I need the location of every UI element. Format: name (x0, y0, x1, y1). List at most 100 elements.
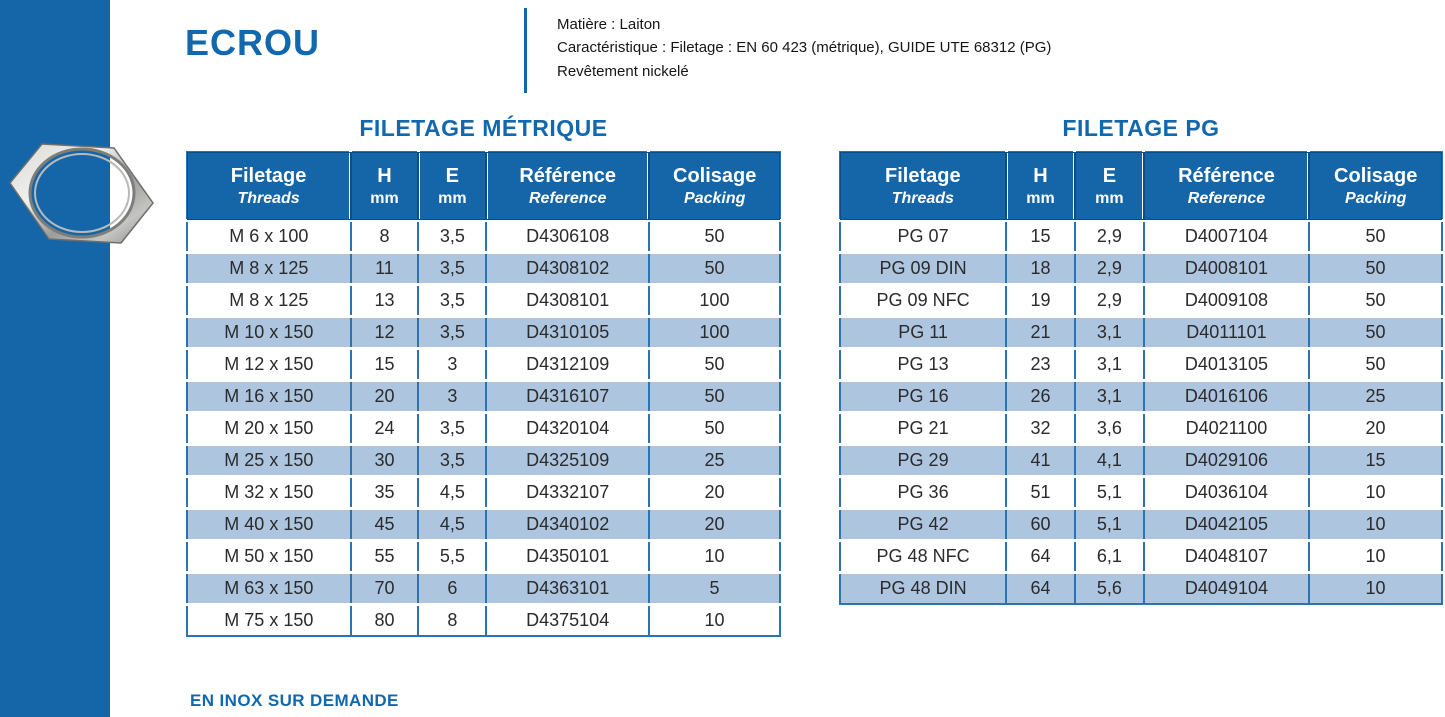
info-material: Matière : Laiton (557, 16, 661, 33)
table-cell: M 8 x 125 (186, 282, 352, 316)
table-cell: 11 (349, 250, 420, 284)
table-cell: PG 11 (838, 314, 1008, 348)
table-cell: 50 (1307, 250, 1444, 284)
table-cell: 64 (1005, 538, 1076, 572)
table-row: M 63 x 150 70 6 D4363101 5 (186, 570, 782, 604)
table-row: M 25 x 150 30 3,5 D4325109 25 (186, 442, 782, 476)
page-title: ECROU (185, 22, 321, 63)
table-cell: 3,5 (417, 410, 488, 444)
table-cell: D4325109 (485, 442, 650, 476)
table-cell: 13 (349, 282, 420, 316)
table-row: M 20 x 150 24 3,5 D4320104 50 (186, 410, 782, 444)
table-row: M 75 x 150 80 8 D4375104 10 (186, 602, 782, 636)
table-cell: 19 (1005, 282, 1076, 316)
table-row: M 40 x 150 45 4,5 D4340102 20 (186, 506, 782, 540)
table-cell: D4310105 (485, 314, 650, 348)
col-header-e: E mm (1073, 152, 1144, 222)
table-cell: 45 (349, 506, 420, 540)
table-cell: 50 (647, 378, 782, 412)
table-cell: 35 (349, 474, 420, 508)
pg-table: Filetage Threads H mm E mm Référence Ref… (838, 151, 1444, 605)
table-cell: 15 (349, 346, 420, 380)
table-cell: 15 (1307, 442, 1444, 476)
table-cell: D4007104 (1142, 218, 1310, 252)
col-header-colisage: Colisage Packing (1307, 152, 1442, 222)
table-cell: PG 29 (838, 442, 1008, 476)
table-cell: 50 (647, 218, 782, 252)
table-cell: 10 (1307, 538, 1444, 572)
table-cell: D4306108 (485, 218, 650, 252)
metric-table-header: Filetage Threads H mm E mm Référence Ref… (187, 152, 780, 222)
table-cell: D4308101 (485, 282, 650, 316)
pg-table-title: FILETAGE PG (1062, 115, 1220, 141)
table-cell: 10 (1307, 570, 1444, 604)
table-row: M 6 x 100 8 3,5 D4306108 50 (186, 218, 782, 252)
table-cell: 55 (349, 538, 420, 572)
table-cell: D4008101 (1142, 250, 1310, 284)
table-cell: 3 (417, 378, 488, 412)
product-info: Matière : Laiton Caractéristique : Filet… (557, 13, 1051, 83)
table-cell: D4375104 (485, 602, 650, 636)
table-cell: 5,5 (417, 538, 488, 572)
table-row: M 50 x 150 55 5,5 D4350101 10 (186, 538, 782, 572)
table-cell: D4340102 (485, 506, 650, 540)
table-row: M 12 x 150 15 3 D4312109 50 (186, 346, 782, 380)
table-cell: 100 (647, 314, 782, 348)
table-cell: 20 (1307, 410, 1444, 444)
table-cell: 50 (647, 250, 782, 284)
col-header-h: H mm (1004, 152, 1075, 222)
table-cell: 50 (647, 410, 782, 444)
table-cell: 8 (349, 218, 420, 252)
table-cell: 6,1 (1073, 538, 1145, 572)
table-cell: 20 (349, 378, 420, 412)
table-row: PG 48 DIN 64 5,6 D4049104 10 (838, 570, 1444, 604)
col-header-filetage: Filetage Threads (187, 152, 351, 222)
table-row: PG 29 41 4,1 D4029106 15 (838, 442, 1444, 476)
table-cell: 25 (1307, 378, 1444, 412)
col-header-reference: Référence Reference (484, 152, 649, 222)
table-cell: 10 (1307, 506, 1444, 540)
stainless-on-request-note: EN INOX SUR DEMANDE (190, 691, 399, 710)
table-row: PG 13 23 3,1 D4013105 50 (838, 346, 1444, 380)
table-cell: M 63 x 150 (186, 570, 352, 604)
table-cell: D4042105 (1142, 506, 1310, 540)
table-cell: 50 (1307, 346, 1444, 380)
table-cell: D4021100 (1142, 410, 1310, 444)
table-cell: 51 (1005, 474, 1076, 508)
table-cell: PG 09 DIN (838, 250, 1008, 284)
table-cell: 15 (1005, 218, 1076, 252)
table-cell: D4036104 (1142, 474, 1310, 508)
table-cell: PG 21 (838, 410, 1008, 444)
table-cell: PG 13 (838, 346, 1008, 380)
table-cell: 2,9 (1073, 250, 1145, 284)
table-cell: PG 42 (838, 506, 1008, 540)
table-cell: 6 (417, 570, 488, 604)
table-cell: M 25 x 150 (186, 442, 352, 476)
table-cell: D4312109 (485, 346, 650, 380)
table-cell: M 50 x 150 (186, 538, 352, 572)
table-cell: D4013105 (1142, 346, 1310, 380)
table-cell: 5,6 (1073, 570, 1145, 604)
table-cell: M 16 x 150 (186, 378, 352, 412)
table-cell: D4011101 (1142, 314, 1310, 348)
table-row: PG 16 26 3,1 D4016106 25 (838, 378, 1444, 412)
table-cell: 2,9 (1073, 218, 1145, 252)
col-header-reference: Référence Reference (1142, 152, 1309, 222)
table-cell: 4,5 (417, 506, 488, 540)
table-cell: M 12 x 150 (186, 346, 352, 380)
table-cell: 60 (1005, 506, 1076, 540)
table-row: PG 11 21 3,1 D4011101 50 (838, 314, 1444, 348)
pg-table-header: Filetage Threads H mm E mm Référence Ref… (840, 152, 1442, 222)
table-cell: 3,1 (1073, 378, 1145, 412)
table-cell: 10 (647, 538, 782, 572)
table-cell: 32 (1005, 410, 1076, 444)
table-cell: 41 (1005, 442, 1076, 476)
table-cell: 5,1 (1073, 506, 1145, 540)
table-row: PG 09 NFC 19 2,9 D4009108 50 (838, 282, 1444, 316)
table-cell: 3,5 (417, 250, 488, 284)
col-header-e: E mm (416, 152, 487, 222)
table-cell: PG 16 (838, 378, 1008, 412)
table-cell: M 8 x 125 (186, 250, 352, 284)
col-header-filetage: Filetage Threads (840, 152, 1007, 222)
